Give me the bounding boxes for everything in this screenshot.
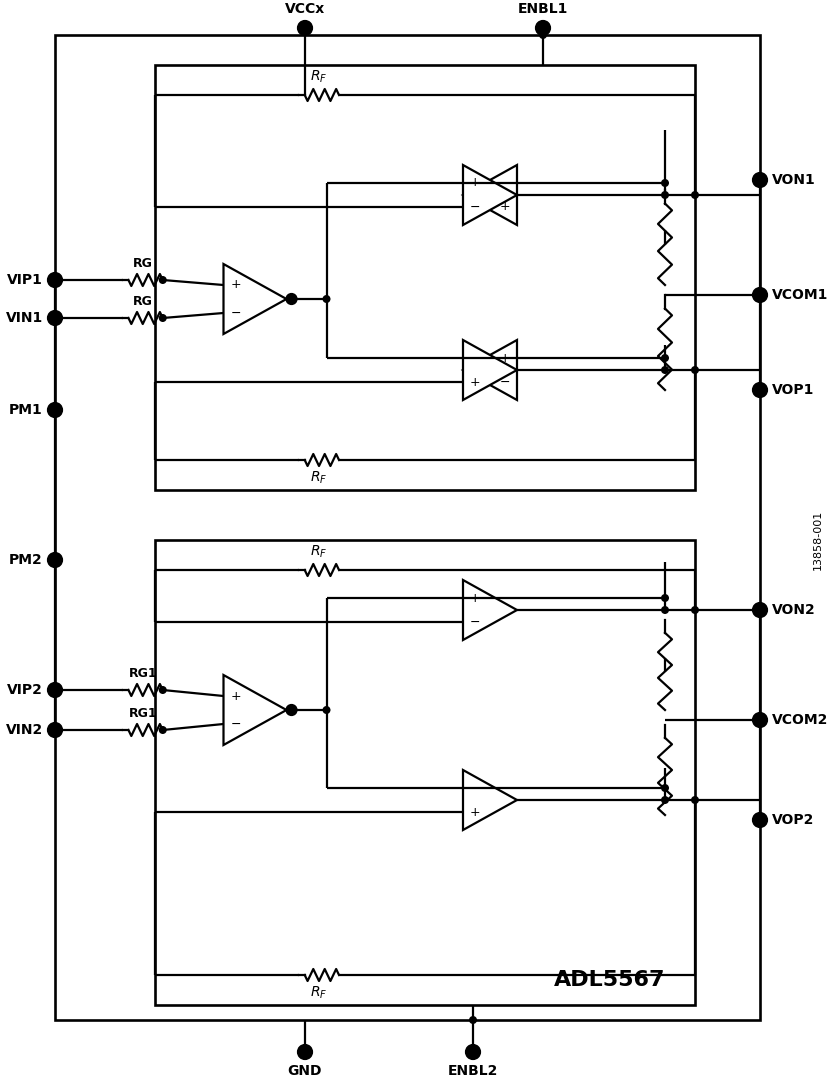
- Text: −: −: [470, 616, 480, 628]
- Circle shape: [661, 594, 669, 602]
- Circle shape: [753, 288, 767, 302]
- Text: VOP2: VOP2: [772, 813, 814, 827]
- Polygon shape: [463, 580, 517, 640]
- Circle shape: [48, 310, 62, 324]
- Circle shape: [469, 1015, 477, 1024]
- Circle shape: [661, 191, 669, 199]
- Text: VIP1: VIP1: [7, 273, 43, 287]
- Circle shape: [286, 294, 297, 304]
- Circle shape: [323, 706, 330, 714]
- Text: −: −: [500, 375, 510, 388]
- Text: +: +: [470, 375, 480, 388]
- Circle shape: [48, 553, 62, 567]
- Circle shape: [753, 172, 767, 186]
- Circle shape: [661, 784, 669, 792]
- Circle shape: [466, 1045, 480, 1059]
- Polygon shape: [223, 264, 286, 334]
- Polygon shape: [463, 770, 517, 830]
- Text: ENBL1: ENBL1: [517, 2, 568, 16]
- Text: ENBL2: ENBL2: [448, 1064, 498, 1078]
- Text: +: +: [499, 351, 510, 364]
- Text: RG1: RG1: [129, 667, 157, 680]
- Polygon shape: [463, 340, 517, 400]
- Text: $R_F$: $R_F$: [310, 69, 328, 85]
- Text: VON1: VON1: [772, 172, 816, 186]
- Circle shape: [323, 295, 330, 303]
- Circle shape: [753, 383, 767, 397]
- Circle shape: [691, 606, 699, 614]
- Circle shape: [48, 403, 62, 417]
- Circle shape: [536, 20, 550, 34]
- Polygon shape: [463, 165, 517, 225]
- Circle shape: [539, 31, 547, 39]
- Polygon shape: [223, 675, 286, 745]
- Text: VIN2: VIN2: [6, 723, 43, 737]
- Text: −: −: [470, 201, 480, 213]
- Circle shape: [661, 367, 669, 374]
- Text: −: −: [230, 306, 241, 319]
- Text: $R_F$: $R_F$: [310, 470, 328, 486]
- Circle shape: [661, 179, 669, 186]
- Circle shape: [691, 191, 699, 199]
- Circle shape: [159, 276, 167, 284]
- Text: VCCx: VCCx: [285, 2, 325, 16]
- Circle shape: [691, 367, 699, 374]
- Text: ADL5567: ADL5567: [554, 970, 666, 990]
- Text: VOP1: VOP1: [772, 383, 814, 397]
- Text: PM1: PM1: [9, 403, 43, 417]
- Circle shape: [298, 20, 312, 34]
- Text: −: −: [470, 782, 480, 794]
- Circle shape: [286, 705, 297, 715]
- Text: PM2: PM2: [9, 553, 43, 567]
- Circle shape: [298, 1045, 312, 1059]
- Text: VCOM2: VCOM2: [772, 713, 828, 727]
- Text: VON2: VON2: [772, 603, 816, 617]
- Text: RG: RG: [133, 257, 153, 270]
- Circle shape: [48, 273, 62, 287]
- Circle shape: [48, 683, 62, 697]
- Text: +: +: [499, 201, 510, 213]
- Circle shape: [661, 606, 669, 614]
- Polygon shape: [463, 165, 517, 225]
- Circle shape: [48, 723, 62, 737]
- Text: 13858-001: 13858-001: [813, 510, 823, 570]
- Circle shape: [159, 314, 167, 322]
- Polygon shape: [463, 340, 517, 400]
- Text: VIP2: VIP2: [7, 683, 43, 697]
- Circle shape: [159, 725, 167, 734]
- Text: VCOM1: VCOM1: [772, 288, 828, 302]
- Text: +: +: [230, 690, 241, 703]
- Circle shape: [753, 713, 767, 727]
- Circle shape: [159, 686, 167, 694]
- Text: $R_F$: $R_F$: [310, 543, 328, 559]
- Circle shape: [691, 796, 699, 804]
- Text: +: +: [470, 177, 480, 190]
- Text: GND: GND: [288, 1064, 323, 1078]
- Text: −: −: [500, 177, 510, 190]
- Text: +: +: [230, 278, 241, 291]
- Circle shape: [661, 796, 669, 804]
- Bar: [55, 34, 760, 1020]
- Circle shape: [753, 603, 767, 617]
- Bar: [155, 65, 695, 490]
- Circle shape: [753, 813, 767, 827]
- Circle shape: [661, 354, 669, 362]
- Text: −: −: [230, 718, 241, 731]
- Text: −: −: [470, 351, 480, 364]
- Bar: [155, 540, 695, 1005]
- Text: RG1: RG1: [129, 707, 157, 720]
- Text: RG: RG: [133, 295, 153, 308]
- Text: $R_F$: $R_F$: [310, 985, 328, 1001]
- Text: VIN1: VIN1: [6, 310, 43, 324]
- Text: +: +: [470, 805, 480, 818]
- Text: +: +: [470, 592, 480, 605]
